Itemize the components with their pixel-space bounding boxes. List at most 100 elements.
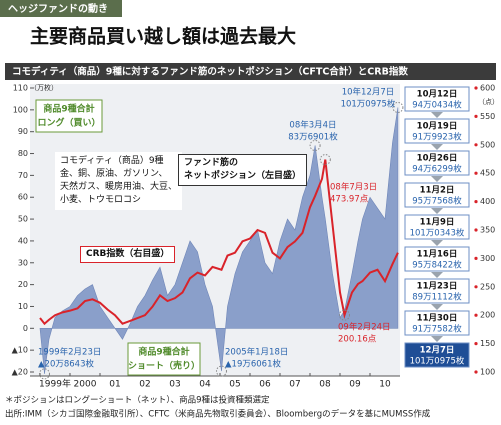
annotation: 473.97点 <box>330 195 369 205</box>
short-label: 商品9種合計 <box>138 346 189 358</box>
annotation: 2005年1月18日 <box>225 347 288 358</box>
annotation: 1999年2月23日 <box>38 347 101 358</box>
long-box <box>35 99 103 133</box>
arrow <box>431 176 443 182</box>
x-tick-label: 04 <box>199 380 211 390</box>
title: 主要商品買い越し額は過去最大 <box>30 25 296 48</box>
weekly-date: 10月12日 <box>417 90 458 100</box>
y-tick-label: 40 <box>18 236 28 245</box>
annotation: 101万0975枚 <box>341 99 396 110</box>
y2-tick <box>474 285 478 289</box>
highlight-point <box>339 309 350 321</box>
y2-tick <box>474 114 478 118</box>
arrow <box>431 272 443 278</box>
x-tick-label: 06 <box>259 380 271 390</box>
y-tick-label: 90 <box>18 127 28 136</box>
y-tick-label: 0 <box>23 324 28 333</box>
annotation: 10年12月7日 <box>342 87 395 98</box>
weekly-box <box>404 150 470 176</box>
y2-tick <box>474 86 478 90</box>
short-label: ショート（売り） <box>128 360 200 372</box>
weekly-box <box>404 310 470 336</box>
y-tick-label: 60 <box>18 193 28 202</box>
y2-tick-label: 550 <box>480 112 495 121</box>
x-tick-label: 02 <box>139 380 150 390</box>
y-tick-label: 10 <box>18 302 28 311</box>
long-label: 商品9種合計 <box>43 103 94 115</box>
arrow <box>431 240 443 246</box>
weekly-value: 89万1112枚 <box>412 292 462 303</box>
y-tick-label: 20 <box>18 280 28 289</box>
y2-tick-label: 100 <box>480 368 495 377</box>
arrow <box>431 304 443 310</box>
y2-tick <box>474 370 478 374</box>
weekly-value: 95万7568枚 <box>412 196 462 207</box>
short-box <box>127 342 201 376</box>
y2-tick <box>474 342 478 346</box>
subtitle: コモディティ（商品）9種に対するファンド筋のネットポジション（CFTC合計）とC… <box>12 66 408 78</box>
weekly-value: 94万0434枚 <box>412 100 462 111</box>
note: 出所:IMM（シカゴ国際金融取引所）、CFTC（米商品先物取引委員会）、Bloo… <box>5 409 431 420</box>
highlight-point <box>39 368 50 380</box>
y-tick-label: 100 <box>13 105 28 114</box>
weekly-value: 101万0343枚 <box>410 228 465 239</box>
annotation: 08年7月3日 <box>330 182 377 193</box>
x-tick-label: 07 <box>289 380 300 390</box>
x-tick-label: 1999年 <box>39 378 71 390</box>
weekly-box <box>404 214 470 240</box>
y2-tick <box>474 171 478 175</box>
highlight-point <box>392 101 404 113</box>
annotation: 200.16点 <box>338 335 377 345</box>
weekly-value: 101万0975枚 <box>410 356 465 367</box>
arrow <box>431 144 443 150</box>
y2-tick <box>474 143 478 147</box>
legend-crb: CRB指数（右目盛） <box>80 246 176 263</box>
note: ＊ポジションはロングーショート（ネット）、商品9種は投資種類選定 <box>5 395 270 406</box>
y-tick-label: 50 <box>18 215 28 224</box>
y-tick-label: ▲20 <box>12 368 28 377</box>
y2-tick <box>474 256 478 260</box>
kicker-box <box>0 0 122 17</box>
weekly-date: 11月9日 <box>420 218 455 228</box>
annotation: 83万6901枚 <box>288 132 338 143</box>
long-label: ロング（買い） <box>37 117 100 129</box>
y2-tick-label: 600 <box>480 84 495 93</box>
y2-axis-unit: （点） <box>478 98 499 106</box>
x-tick-label: 01 <box>109 380 120 390</box>
subtitle-box <box>5 63 496 80</box>
y2-tick-label: 450 <box>480 169 495 178</box>
arrow <box>431 336 443 342</box>
weekly-box <box>404 182 470 208</box>
legend-net-position: ファンド筋の ネットポジション（左目盛） <box>178 154 308 186</box>
y2-tick-label: 250 <box>480 282 495 291</box>
y2-tick-label: 400 <box>480 197 495 206</box>
weekly-date: 10月19日 <box>417 122 458 132</box>
weekly-date: 11月23日 <box>417 282 458 292</box>
weekly-value: 95万8422枚 <box>412 260 462 271</box>
x-tick-label: 05 <box>229 380 240 390</box>
y-tick-label: 110 <box>13 84 28 93</box>
weekly-box <box>404 246 470 272</box>
highlight-point <box>216 365 227 377</box>
y-tick-label: 80 <box>18 149 28 158</box>
kicker: ヘッジファンドの動き <box>8 2 108 15</box>
weekly-box <box>404 118 470 144</box>
weekly-value: 91万9923枚 <box>412 132 462 143</box>
weekly-box <box>404 342 470 368</box>
y2-tick-label: 500 <box>480 140 495 149</box>
weekly-date: 10月26日 <box>417 154 458 164</box>
annotation: 08年3月4日 <box>289 120 336 131</box>
weekly-date: 11月30日 <box>417 314 458 324</box>
x-tick-label: 08 <box>319 380 331 390</box>
y2-tick-label: 350 <box>480 226 495 235</box>
arrow <box>431 208 443 214</box>
weekly-value: 91万7582枚 <box>412 324 462 335</box>
weekly-date: 12月7日 <box>420 346 455 356</box>
commodity-list: コモディティ（商品）9種 金、銅、原油、ガソリン、 天然ガス、暖房用油、大豆、 … <box>55 152 183 210</box>
y-tick-label: ▲10 <box>12 346 28 355</box>
y2-tick <box>474 228 478 232</box>
y2-tick-label: 300 <box>480 254 495 263</box>
annotation: ▲20万8643枚 <box>38 359 94 370</box>
highlight-point <box>309 139 321 151</box>
